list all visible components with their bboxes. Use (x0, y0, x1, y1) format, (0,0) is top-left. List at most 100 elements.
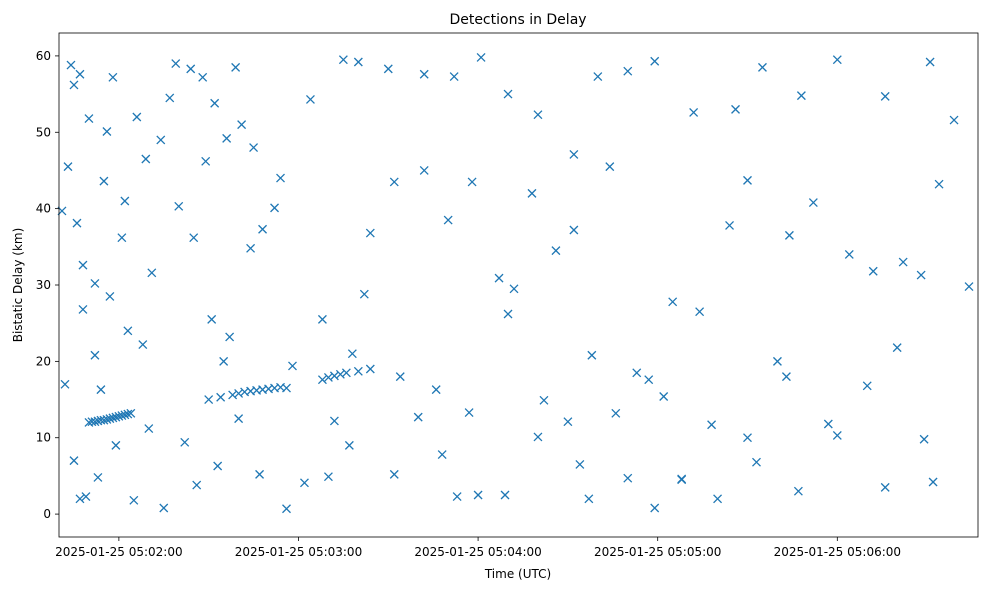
data-point-marker (63, 162, 73, 172)
y-tick-label: 40 (36, 202, 51, 216)
y-tick-label: 50 (36, 125, 51, 139)
data-point-marker (452, 492, 462, 501)
data-point-marker (90, 279, 100, 288)
data-point-marker (123, 409, 133, 419)
data-point-marker (141, 154, 151, 164)
data-point-marker (174, 201, 184, 211)
data-point-marker (246, 243, 256, 253)
data-point-marker (823, 419, 833, 429)
data-point-marker (880, 482, 890, 492)
data-point-marker (138, 340, 148, 350)
data-point-marker (347, 349, 357, 359)
y-tick-label: 10 (36, 431, 51, 445)
x-tick-label: 2025-01-25 05:04:00 (414, 545, 541, 559)
data-point-marker (731, 104, 740, 114)
data-point-marker (99, 176, 109, 186)
data-point-marker (862, 381, 872, 391)
data-point-marker (69, 456, 79, 466)
data-point-marker (126, 408, 136, 418)
data-point-marker (129, 495, 139, 505)
data-point-marker (569, 149, 579, 159)
data-point-marker (93, 472, 103, 482)
data-point-marker (165, 93, 175, 103)
data-point-marker (464, 408, 474, 417)
data-point-marker (419, 165, 429, 175)
data-point-marker (413, 412, 423, 422)
data-point-marker (108, 72, 118, 82)
data-point-marker (282, 383, 291, 393)
data-point-marker (90, 350, 100, 360)
data-point-marker (677, 474, 687, 484)
data-point-marker (171, 59, 181, 69)
data-point-marker (659, 392, 669, 401)
data-point-marker (213, 461, 223, 471)
data-point-marker (219, 356, 229, 366)
data-points (57, 52, 974, 514)
data-point-marker (868, 266, 878, 276)
data-point-marker (832, 55, 842, 65)
data-point-marker (569, 225, 579, 235)
data-point-marker (527, 188, 537, 198)
data-point-marker (919, 434, 929, 444)
data-point-marker (78, 260, 88, 270)
data-point-marker (225, 332, 235, 342)
data-point-marker (623, 473, 633, 483)
data-point-marker (605, 162, 615, 172)
data-point-marker (270, 203, 279, 213)
data-point-marker (419, 69, 429, 79)
data-point-marker (341, 368, 351, 378)
chart-title: Detections in Delay (449, 12, 586, 28)
data-point-marker (494, 273, 504, 283)
data-point-marker (623, 66, 633, 76)
y-axis-label: Bistatic Delay (km) (11, 228, 25, 343)
data-point-marker (743, 433, 752, 443)
data-point-marker (587, 350, 597, 360)
data-point-marker (66, 60, 76, 70)
data-point-marker (353, 57, 363, 67)
x-tick-label: 2025-01-25 05:02:00 (55, 545, 182, 559)
y-tick-label: 20 (36, 354, 51, 368)
data-point-marker (898, 257, 908, 267)
data-point-marker (395, 372, 405, 382)
data-point-marker (123, 326, 133, 336)
data-point-marker (102, 127, 112, 136)
data-point-marker (216, 392, 226, 402)
data-point-marker (78, 304, 88, 314)
data-point-marker (758, 62, 767, 72)
data-point-marker (503, 309, 513, 319)
data-point-marker (201, 156, 211, 166)
data-point-marker (159, 503, 169, 513)
data-point-marker (210, 98, 220, 108)
data-point-marker (695, 307, 705, 317)
y-axis-ticks: 0 10 20 30 40 50 60 (36, 49, 59, 521)
data-point-marker (713, 494, 723, 504)
y-tick-label: 30 (36, 278, 51, 292)
data-point-marker (156, 135, 166, 145)
data-point-marker (75, 69, 85, 79)
data-point-marker (752, 457, 761, 467)
data-point-marker (69, 80, 79, 90)
data-point-marker (60, 379, 70, 389)
data-point-marker (431, 385, 441, 395)
data-point-marker (198, 72, 208, 82)
data-point-marker (282, 504, 291, 514)
data-point-marker (180, 437, 190, 447)
y-tick-label: 0 (43, 507, 51, 521)
data-point-marker (317, 375, 327, 385)
data-point-marker (584, 494, 594, 504)
data-point-marker (234, 414, 244, 424)
data-point-marker (75, 494, 85, 504)
data-point-marker (72, 218, 82, 228)
x-axis-label: Time (UTC) (484, 567, 551, 581)
data-point-marker (81, 492, 91, 501)
data-point-marker (949, 115, 959, 125)
data-point-marker (916, 270, 926, 280)
data-point-marker (808, 198, 818, 207)
data-point-marker (928, 477, 938, 487)
data-point-marker (300, 478, 309, 488)
data-point-marker (207, 314, 217, 324)
data-point-marker (144, 424, 154, 434)
data-point-marker (707, 420, 717, 430)
data-point-marker (500, 490, 510, 500)
